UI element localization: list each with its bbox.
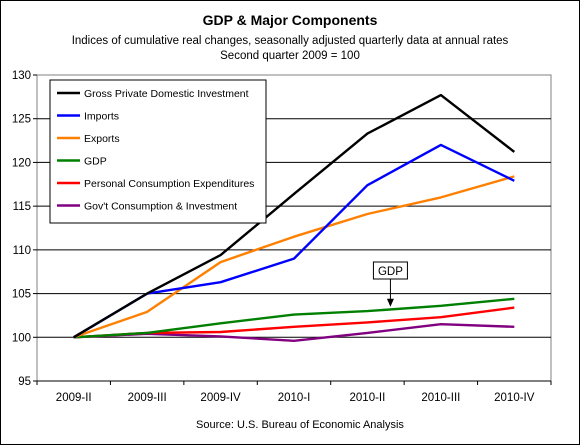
legend-label: Personal Consumption Expenditures <box>84 178 254 190</box>
y-tick-label: 125 <box>12 114 31 126</box>
chart-source: Source: U.S. Bureau of Economic Analysis <box>196 419 404 431</box>
chart-subtitle-line-2: Second quarter 2009 = 100 <box>220 50 360 62</box>
x-tick-label: 2010-III <box>421 392 460 404</box>
x-tick-label: 2010-II <box>350 392 386 404</box>
legend-label: Exports <box>84 133 120 145</box>
legend-label: Imports <box>84 111 119 123</box>
y-tick-label: 130 <box>12 70 31 82</box>
y-tick-label: 115 <box>13 201 31 213</box>
x-tick-label: 2009-III <box>128 392 167 404</box>
legend-label: Gross Private Domestic Investment <box>84 88 249 100</box>
y-tick-label: 110 <box>13 245 31 257</box>
legend-box <box>49 79 267 224</box>
legend-label: Gov't Consumption & Investment <box>84 201 237 213</box>
y-tick-label: 100 <box>12 332 31 344</box>
y-tick-label: 95 <box>18 376 31 388</box>
y-tick-label: 120 <box>12 157 31 169</box>
chart-title: GDP & Major Components <box>203 12 378 28</box>
x-tick-label: 2010-I <box>278 392 311 404</box>
x-tick-label: 2009-IV <box>200 392 241 404</box>
annotation-label: GDP <box>378 266 403 278</box>
y-tick-label: 105 <box>12 289 31 301</box>
x-tick-label: 2009-II <box>56 392 92 404</box>
series-line <box>73 297 515 339</box>
series-line <box>73 175 515 339</box>
legend-label: GDP <box>84 156 107 168</box>
chart-subtitle-line-1: Indices of cumulative real changes, seas… <box>72 35 509 47</box>
annotation-arrow-head <box>386 298 394 307</box>
plot-area: 95 100 105 110 115 120 125 130 2009-II 2009-III 20… <box>12 70 552 404</box>
series-line <box>73 93 516 339</box>
x-tick-label: 2010-IV <box>494 392 535 404</box>
